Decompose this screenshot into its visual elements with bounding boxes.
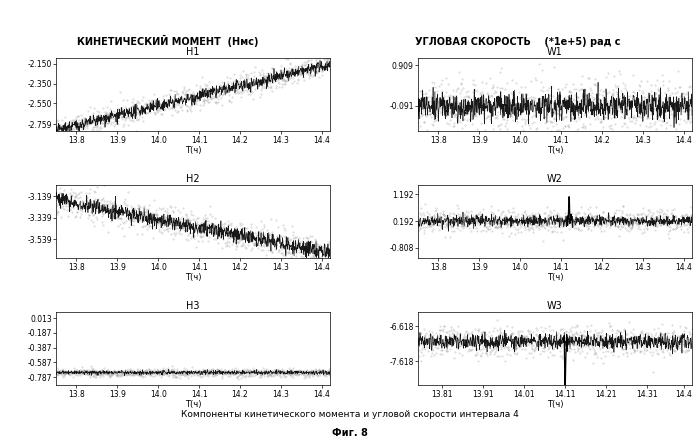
Text: Компоненты кинетического момента и угловой скорости интервала 4: Компоненты кинетического момента и углов… [180,410,519,419]
Title: H1: H1 [186,47,200,57]
Title: W1: W1 [547,47,563,57]
Title: W3: W3 [547,301,563,311]
X-axis label: Т(ч): Т(ч) [185,146,201,155]
X-axis label: Т(ч): Т(ч) [547,400,563,409]
Title: H3: H3 [186,301,200,311]
X-axis label: Т(ч): Т(ч) [185,400,201,409]
X-axis label: Т(ч): Т(ч) [185,273,201,282]
Text: КИНЕТИЧЕСКИЙ МОМЕНТ  (Нмс): КИНЕТИЧЕСКИЙ МОМЕНТ (Нмс) [77,35,259,47]
X-axis label: Т(ч): Т(ч) [547,146,563,155]
Text: УГЛОВАЯ СКОРОСТЬ    (*1e+5) рад с: УГЛОВАЯ СКОРОСТЬ (*1e+5) рад с [415,36,620,47]
Title: W2: W2 [547,174,563,184]
Title: H2: H2 [186,174,200,184]
Text: Фиг. 8: Фиг. 8 [331,427,368,438]
X-axis label: Т(ч): Т(ч) [547,273,563,282]
